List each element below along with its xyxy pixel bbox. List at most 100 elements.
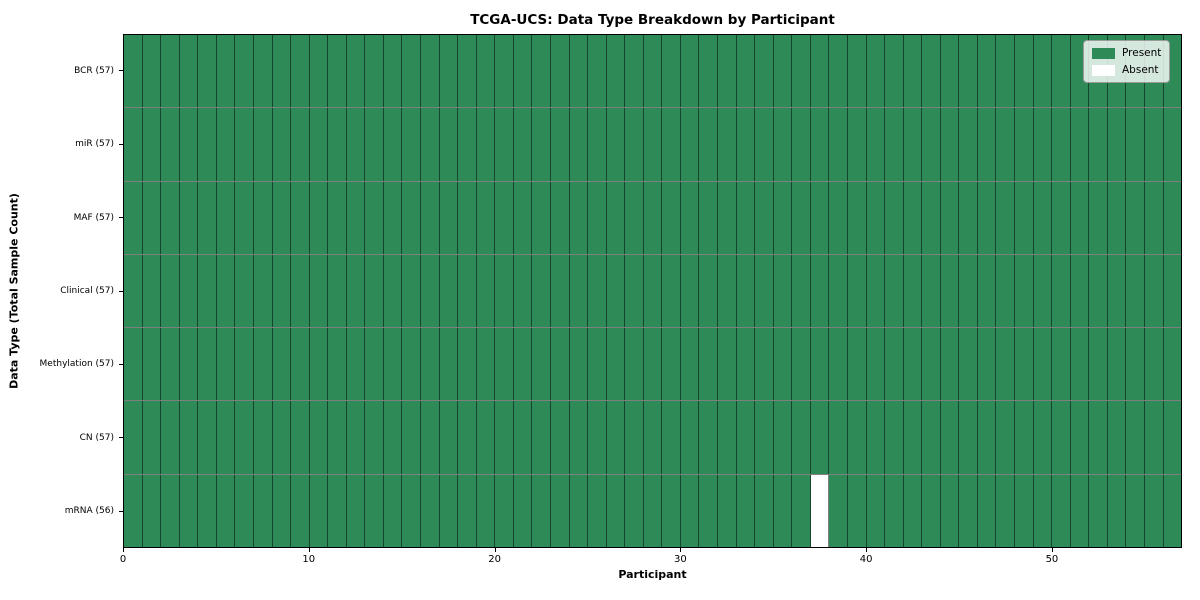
heatmap-cell-present [421,254,440,328]
heatmap-cell-present [625,181,644,254]
heatmap-cell-present [383,108,403,181]
heatmap-cell-present [421,474,440,547]
heatmap-cell-present [903,108,923,181]
heatmap-cell-absent [810,474,830,547]
heatmap-cell-present [458,181,477,254]
heatmap-cell-present [588,108,607,181]
heatmap-cell-present [922,401,941,474]
heatmap-cell-present [1163,254,1182,328]
heatmap-cell-present [198,181,217,254]
heatmap-cell-present [625,254,644,328]
heatmap-cell-present [161,108,180,181]
heatmap-cell-present [532,35,551,108]
heatmap-row [124,35,1182,109]
heatmap-cell-present [1089,401,1108,474]
heatmap-cell-present [253,401,273,474]
heatmap-cell-present [179,108,199,181]
heatmap-cell-present [421,401,440,474]
heatmap-cell-present [1033,474,1053,547]
heatmap-cell-present [885,328,904,401]
heatmap-cell-present [699,35,718,108]
heatmap-cell-present [569,328,589,401]
heatmap-cell-present [922,181,941,254]
heatmap-cell-present [1163,108,1182,181]
heatmap-cell-present [216,401,236,474]
heatmap-cell-present [922,35,941,108]
y-tick-label: Methylation (57) [39,359,114,370]
heatmap-cell-present [1144,328,1164,401]
heatmap-cell-present [736,401,756,474]
heatmap-cell-present [1107,474,1127,547]
heatmap-cell-present [216,108,236,181]
heatmap-cell-present [513,328,533,401]
heatmap-cell-present [476,328,496,401]
heatmap-cell-present [179,474,199,547]
heatmap-cell-present [718,181,737,254]
heatmap-cell-present [495,328,514,401]
heatmap-cell-present [625,474,644,547]
heatmap-cell-present [718,35,737,108]
heatmap-cell-present [550,328,570,401]
legend-swatch-absent-icon [1092,64,1115,76]
heatmap-cell-present [1033,254,1053,328]
heatmap-cell-present [773,35,793,108]
x-axis: 0 10 20 30 40 50 [120,548,1182,578]
heatmap-cell-present [365,474,384,547]
heatmap-cell-present [161,474,180,547]
heatmap-cell-present [829,181,848,254]
heatmap-cell-present [532,254,551,328]
heatmap-cell-present [1015,474,1034,547]
heatmap-cell-present [885,108,904,181]
heatmap-cell-present [625,108,644,181]
heatmap-cell-present [1163,328,1182,401]
x-tick-label: 40 [859,554,873,565]
heatmap-cell-present [847,328,867,401]
heatmap-cell-present [495,401,514,474]
heatmap-cell-present [1144,474,1164,547]
heatmap-cell-present [346,181,366,254]
heatmap-cell-present [513,181,533,254]
heatmap-cell-present [216,35,236,108]
heatmap-cell-present [1033,328,1053,401]
heatmap-cell-present [866,181,886,254]
legend-label: Absent [1122,64,1159,76]
heatmap-cell-present [829,401,848,474]
heatmap-cell-present [922,108,941,181]
heatmap-cell-present [959,35,978,108]
heatmap-cell-present [421,35,440,108]
heatmap-cell-present [253,474,273,547]
heatmap-cell-present [903,35,923,108]
heatmap-cell-present [1070,254,1090,328]
y-tick-mark [119,510,123,512]
heatmap-cell-present [699,108,718,181]
legend: Present Absent [1083,40,1171,83]
heatmap-cell-present [161,35,180,108]
heatmap-cell-present [866,108,886,181]
heatmap-cell-present [959,474,978,547]
heatmap-cell-present [1107,181,1127,254]
heatmap-cell-present [606,35,626,108]
heatmap-cell-present [495,474,514,547]
heatmap-cell-present [383,254,403,328]
heatmap-cell-present [755,254,774,328]
heatmap-cell-present [866,328,886,401]
heatmap-cell-present [124,181,143,254]
heatmap-cell-present [421,108,440,181]
heatmap-cell-present [365,401,384,474]
heatmap-cell-present [179,254,199,328]
x-axis-label: Participant [618,568,687,581]
heatmap-cell-present [458,401,477,474]
heatmap-cell-present [588,474,607,547]
heatmap-cell-present [439,35,459,108]
heatmap-cell-present [1144,108,1164,181]
heatmap-cell-present [550,108,570,181]
x-tick-mark [1051,548,1053,552]
y-tick-label: miR (57) [75,139,114,150]
x-tick-mark [123,548,124,552]
heatmap-cell-present [606,254,626,328]
heatmap-cell-present [1126,108,1145,181]
heatmap-cell-present [718,108,737,181]
heatmap-cell-present [253,108,273,181]
heatmap-cell-present [1089,254,1108,328]
